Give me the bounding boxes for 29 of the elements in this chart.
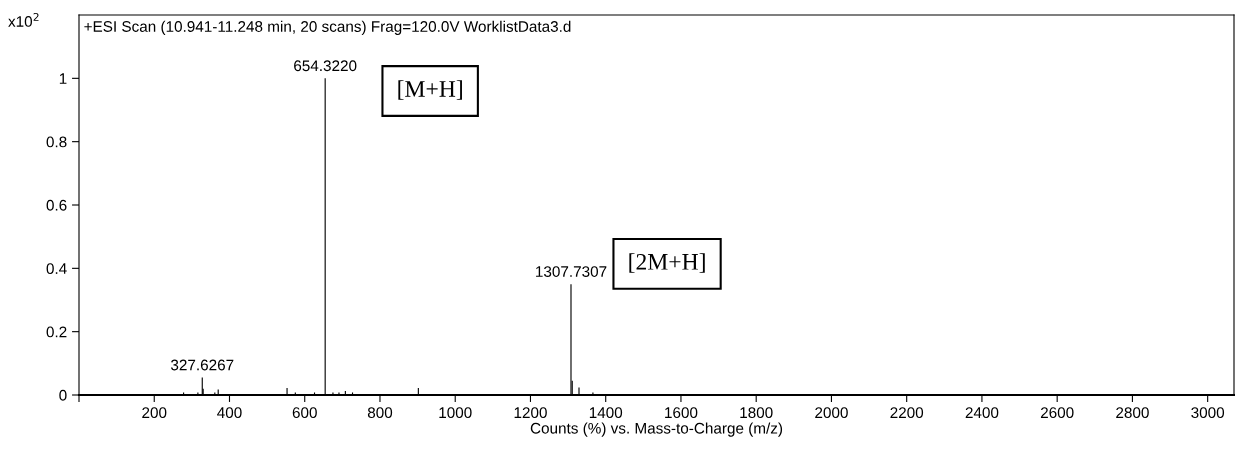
- x-tick-label: 2600: [1040, 407, 1074, 419]
- y-axis-title: x10$^{2}$: [8, 12, 39, 27]
- x-tick-label: 2000: [815, 407, 848, 419]
- annotation: [2M+H]: [629, 253, 705, 273]
- y-tick-label: 0.4: [46, 263, 67, 275]
- x-tick-label: 3000: [1191, 407, 1225, 419]
- annotation: [M+H]: [398, 80, 462, 100]
- chart-title: +ESI Scan (10.941-11.248 min, 20 scans) Frag=120.0V WorklistData3.d: [84, 20, 571, 35]
- annotation: 654.3220: [294, 60, 357, 72]
- x-tick-label: 1200: [514, 407, 547, 419]
- x-tick-label: 600: [292, 407, 317, 419]
- x-tick-label: 400: [217, 407, 242, 419]
- x-tick-label: 2800: [1116, 407, 1149, 419]
- y-tick-label: 0.8: [46, 136, 67, 148]
- x-tick-label: 1400: [589, 407, 623, 419]
- annotation: 1307.7307: [536, 266, 607, 277]
- annotation: 327.6267: [170, 359, 234, 371]
- x-tick-label: 200: [142, 407, 167, 419]
- x-tick-label: 1600: [665, 407, 698, 419]
- x-tick-label: 1000: [439, 407, 472, 419]
- y-tick-label: 0: [59, 389, 67, 401]
- x-axis-title: Counts (%) vs. Mass-to-Charge (m/z): [530, 422, 783, 437]
- x-tick-label: 800: [367, 407, 393, 419]
- y-tick-label: 0.2: [46, 326, 67, 338]
- x-tick-label: 2200: [890, 407, 924, 419]
- x-tick-label: 1800: [740, 407, 773, 419]
- x-tick-label: 2400: [965, 407, 999, 419]
- y-tick-label: 1: [59, 73, 67, 84]
- y-tick-label: 0.6: [46, 199, 67, 211]
